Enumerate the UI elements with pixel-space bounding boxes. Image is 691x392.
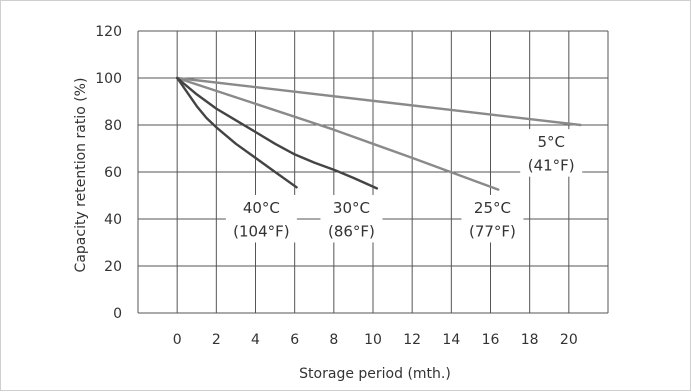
series-line [175,76,582,127]
series-line [175,76,298,189]
x-tick-label: 12 [403,332,421,348]
series-label-background [225,194,297,243]
series-lines [175,76,582,191]
series-label: (77°F) [469,222,516,240]
series-label: 25°C [474,199,511,217]
y-tick-label: 40 [104,212,122,228]
x-tick-label: 18 [521,332,539,348]
x-tick-label: 16 [482,332,500,348]
y-tick-label: 0 [113,306,122,322]
x-tick-label: 6 [290,332,299,348]
series-label-background [320,194,383,243]
series-label: 40°C [243,199,280,217]
y-axis-label: Capacity retention ratio (%) [73,78,89,273]
x-tick-label: 8 [329,332,338,348]
series-label-background [520,129,583,177]
x-tick-label: 20 [560,332,578,348]
x-axis-label: Storage period (mth.) [299,366,451,382]
grid [137,30,609,314]
x-tick-label: 2 [212,332,221,348]
x-tick-label: 14 [442,332,460,348]
y-tick-label: 20 [104,259,122,275]
x-tick-label: 10 [364,332,382,348]
series-label: 30°C [333,199,370,217]
y-tick-label: 100 [95,71,122,87]
y-tick-label: 80 [104,118,122,134]
series-label: 5°C [537,133,565,151]
tick-labels: 0 2 4 6 8 10 12 14 16 18 20 0 20 40 60 80 100 120 [95,24,577,348]
series-label-background [461,194,524,243]
series-line [175,76,500,191]
series-label: (86°F) [328,222,375,240]
x-tick-label: 4 [251,332,260,348]
y-tick-label: 120 [95,24,122,40]
x-tick-label: 0 [173,332,182,348]
series-label: (104°F) [233,222,289,240]
series-labels: 5°C (41°F) 25°C (77°F) 30°C (86°F) 40°C (104°F) [225,129,583,243]
series-line [175,76,379,190]
series-label: (41°F) [528,157,575,175]
y-tick-label: 60 [104,165,122,181]
